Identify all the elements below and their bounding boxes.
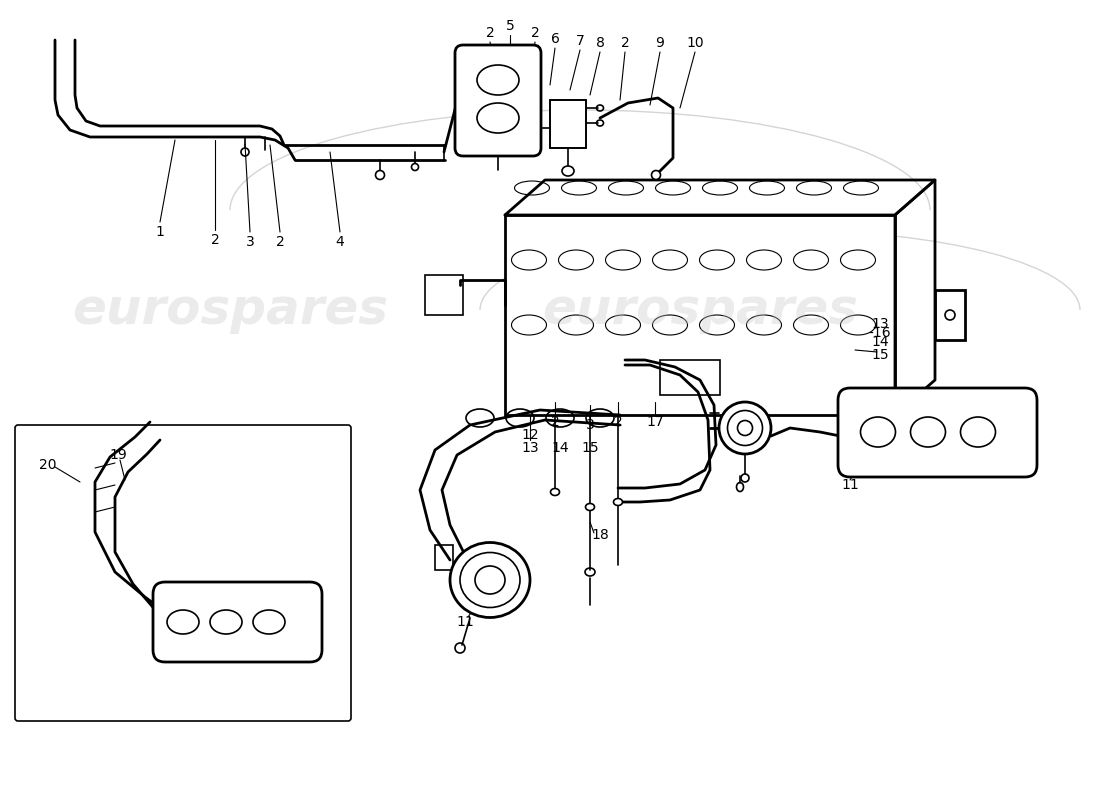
Text: -16: -16 [869,326,891,340]
Ellipse shape [741,474,749,482]
Text: 2: 2 [614,415,623,429]
Ellipse shape [651,170,660,179]
FancyBboxPatch shape [838,388,1037,477]
Text: 17: 17 [646,415,663,429]
Text: 12: 12 [521,428,539,442]
Ellipse shape [450,542,530,618]
Text: 3: 3 [585,418,594,432]
Text: eurospares: eurospares [542,286,858,334]
FancyBboxPatch shape [153,582,322,662]
Text: 14: 14 [871,335,889,349]
Text: 7: 7 [575,34,584,48]
Ellipse shape [375,170,385,179]
Text: 18: 18 [591,528,609,542]
Ellipse shape [585,503,594,510]
Text: 19: 19 [109,448,126,462]
Text: 1: 1 [155,225,164,239]
Text: 9: 9 [656,36,664,50]
Ellipse shape [562,166,574,176]
Bar [505,215,895,415]
Bar [935,290,965,340]
Text: 6: 6 [551,32,560,46]
Text: 15: 15 [871,348,889,362]
Text: 8: 8 [595,36,604,50]
Text: 2: 2 [530,26,539,40]
Text: 10: 10 [686,36,704,50]
Text: 2: 2 [551,415,560,429]
Text: eurospares: eurospares [72,286,388,334]
Text: 3: 3 [245,235,254,249]
Bar [550,100,586,148]
Ellipse shape [719,402,771,454]
Text: 2: 2 [485,26,494,40]
FancyBboxPatch shape [455,45,541,156]
Text: 13: 13 [871,317,889,331]
Text: 2: 2 [210,233,219,247]
Bar [425,275,463,315]
Bar [660,360,720,395]
Text: 14: 14 [551,441,569,455]
Text: 2: 2 [620,36,629,50]
Bar [434,545,453,570]
Ellipse shape [550,489,560,495]
Text: 2: 2 [276,235,285,249]
Text: 11: 11 [456,615,474,629]
Text: 15: 15 [581,441,598,455]
Bar [550,100,586,148]
Ellipse shape [614,498,623,506]
Text: 5: 5 [506,19,515,33]
Text: 13: 13 [521,441,539,455]
FancyBboxPatch shape [15,425,351,721]
Text: 11: 11 [842,478,859,492]
Text: 20: 20 [40,458,57,472]
Ellipse shape [241,148,249,156]
Text: 4: 4 [336,235,344,249]
Ellipse shape [411,163,418,170]
